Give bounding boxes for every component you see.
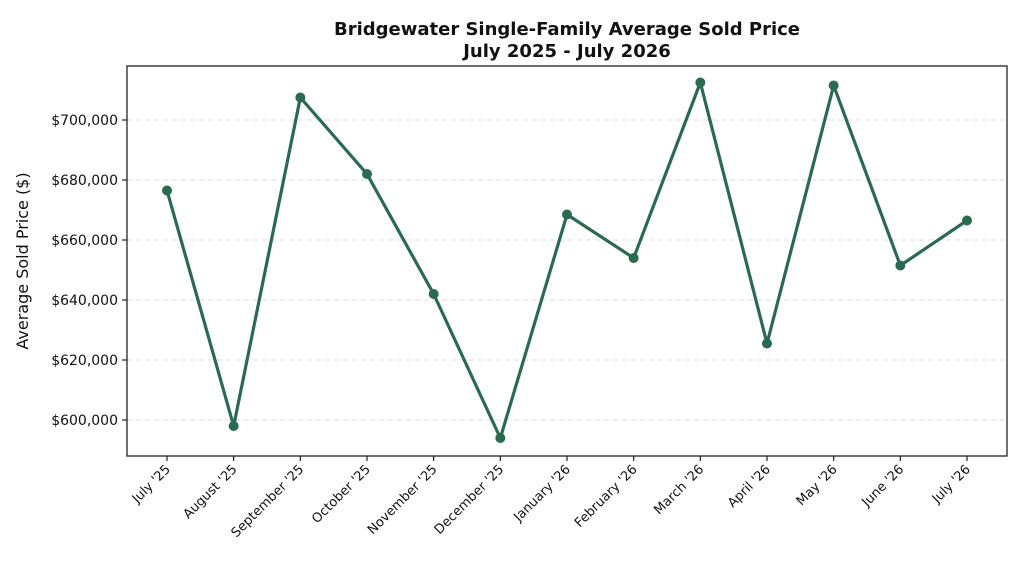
x-tick-label: November '25 <box>365 462 441 538</box>
data-point <box>362 169 372 179</box>
y-tick-label: $600,000 <box>51 413 118 429</box>
y-axis-ticks: $600,000 $620,000 $640,000 $660,000 $680,000… <box>51 113 127 429</box>
x-tick-label: April '26 <box>725 462 774 511</box>
x-tick-label: July '25 <box>129 462 174 507</box>
data-point <box>895 260 906 271</box>
chart-title: Bridgewater Single-Family Average Sold P… <box>334 19 800 40</box>
data-point <box>962 215 972 226</box>
y-tick-label: $700,000 <box>51 113 118 129</box>
data-point <box>562 209 572 220</box>
data-point <box>828 80 839 91</box>
x-tick-label: June '26 <box>859 462 907 510</box>
chart-subtitle: July 2025 - July 2026 <box>461 41 671 62</box>
y-tick-label: $620,000 <box>51 353 118 369</box>
x-tick-label: May '26 <box>794 462 841 509</box>
series-line <box>165 80 968 440</box>
x-tick-label: August '25 <box>181 462 241 522</box>
x-tick-label: March '26 <box>651 462 707 518</box>
series-layer <box>162 77 972 443</box>
y-tick-label: $680,000 <box>51 173 118 189</box>
x-tick-label: September '25 <box>229 462 308 541</box>
y-axis-label: Average Sold Price ($) <box>13 172 32 349</box>
data-point <box>428 289 439 299</box>
x-tick-label: February '26 <box>572 462 640 530</box>
grid-lines <box>127 119 1007 421</box>
data-point <box>628 253 639 263</box>
data-point <box>162 185 172 196</box>
x-tick-label: October '25 <box>309 462 374 527</box>
x-tick-label: January '26 <box>511 462 574 525</box>
data-point <box>762 338 772 349</box>
data-point <box>228 421 239 431</box>
data-point <box>695 77 706 88</box>
y-tick-label: $660,000 <box>51 233 118 249</box>
data-point <box>495 433 506 443</box>
y-tick-label: $640,000 <box>51 293 118 309</box>
plot-frame <box>126 65 1008 457</box>
data-point <box>295 92 306 103</box>
x-tick-label: July '26 <box>929 462 974 507</box>
x-tick-label: December '25 <box>432 462 507 537</box>
